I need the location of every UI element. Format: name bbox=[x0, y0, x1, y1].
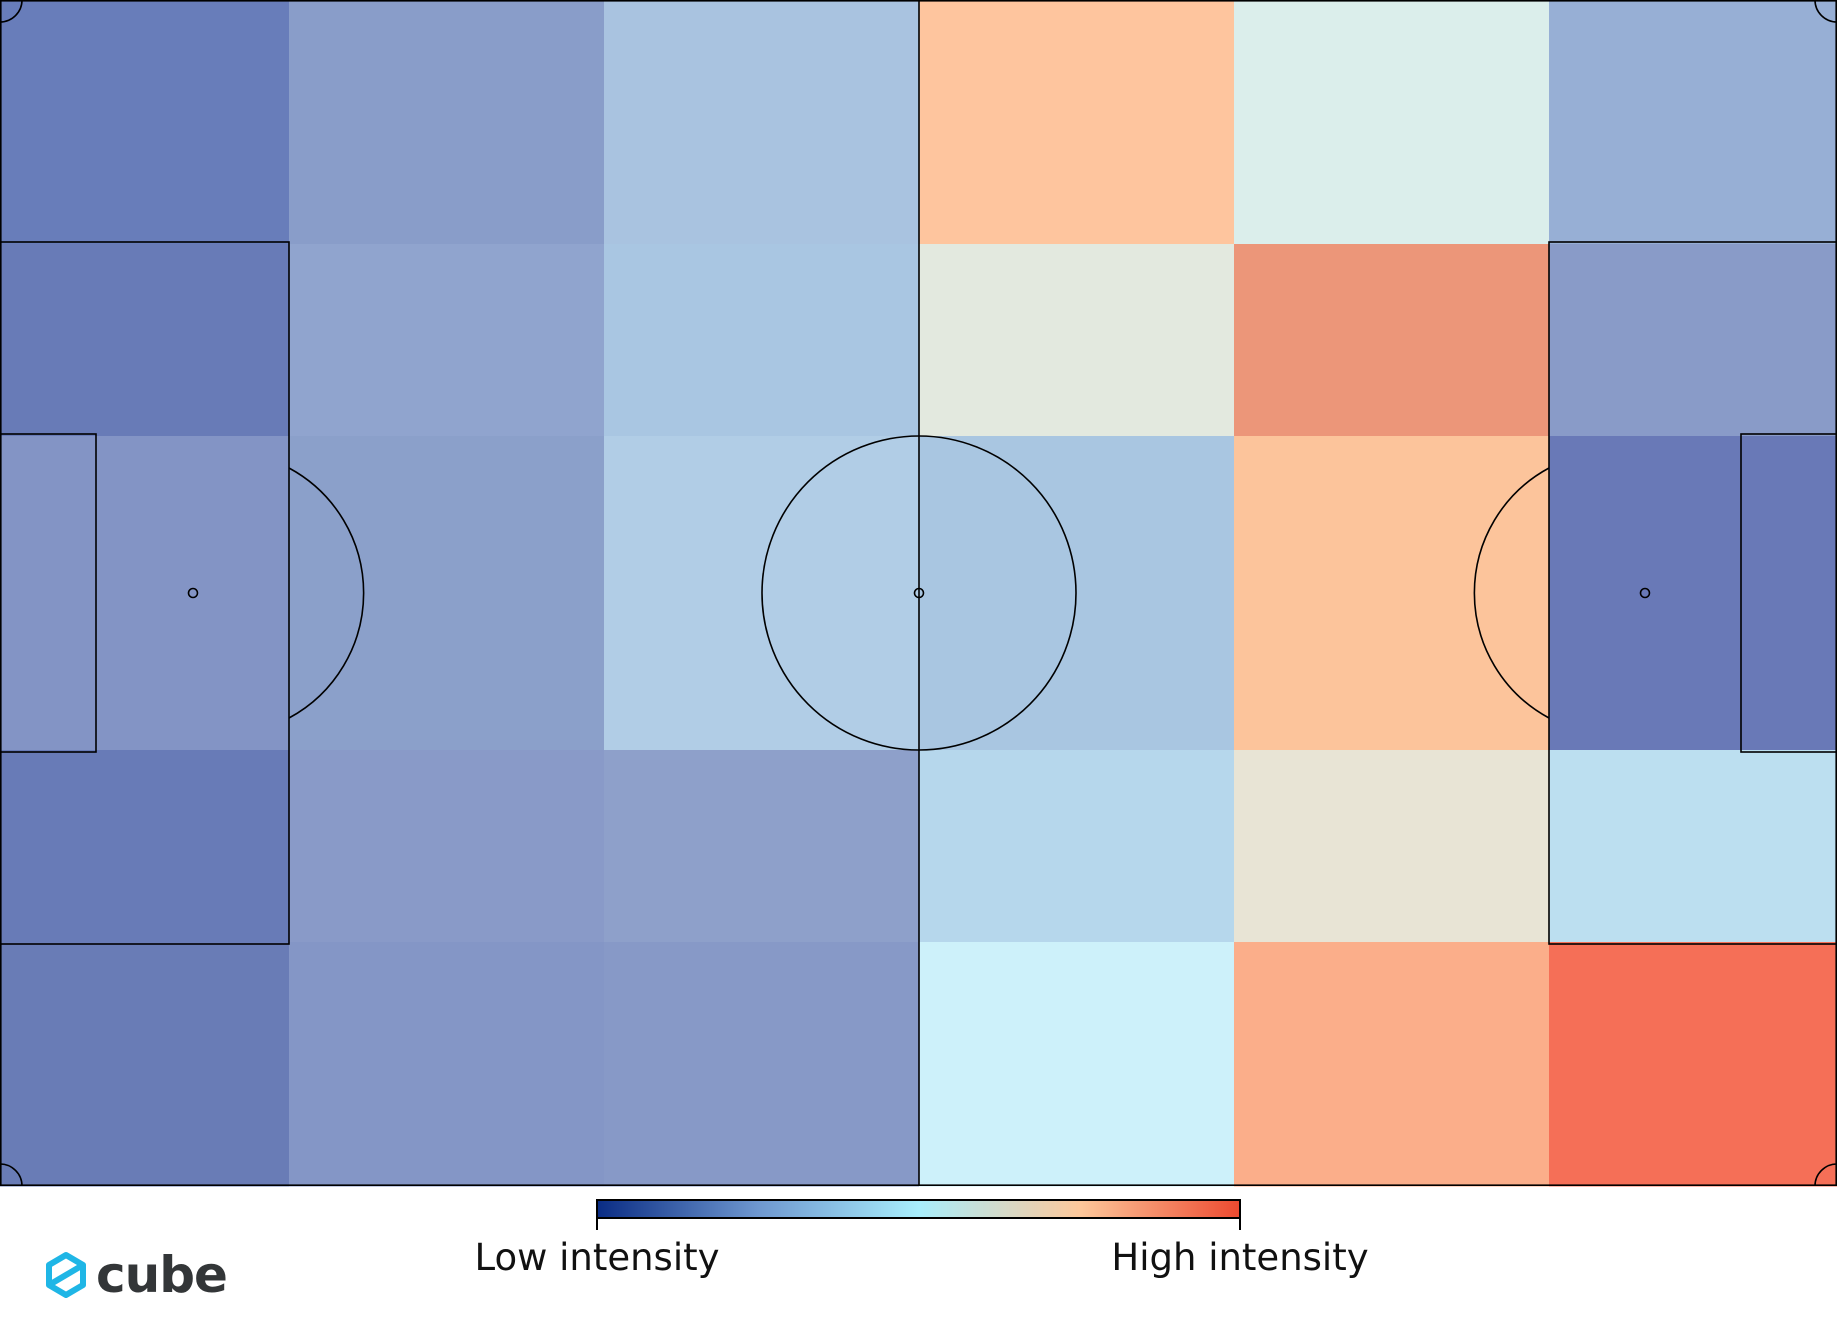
colorbar-high-label: High intensity bbox=[1111, 1236, 1369, 1279]
heatmap-cell-r0-c4 bbox=[1234, 0, 1550, 245]
heatmap-cell-r2-c1 bbox=[289, 436, 605, 751]
pitch-markings bbox=[0, 0, 1837, 1187]
left-penalty-area bbox=[0, 241, 290, 945]
heatmap-cell-r1-c0 bbox=[0, 244, 290, 437]
heatmap-cell-r2-c4 bbox=[1234, 436, 1550, 751]
heatmap-cell-r4-c3 bbox=[919, 942, 1235, 1187]
heatmap-cell-r2-c0 bbox=[0, 436, 290, 751]
cube-logo-icon bbox=[46, 1252, 86, 1298]
heatmap-cell-r1-c5 bbox=[1549, 244, 1837, 437]
right-penalty-area bbox=[1548, 241, 1837, 945]
colorbar-gradient bbox=[596, 1199, 1241, 1219]
heatmap-cell-r0-c0 bbox=[0, 0, 290, 245]
right-penalty-arc bbox=[1473, 467, 1550, 719]
heatmap-cells bbox=[0, 0, 1837, 1187]
heatmap-cell-r4-c5 bbox=[1549, 942, 1837, 1187]
corner-arc-top-left bbox=[0, 0, 23, 23]
logo-text: cube bbox=[96, 1246, 228, 1304]
left-penalty-arc bbox=[288, 467, 365, 719]
heatmap-cell-r1-c2 bbox=[604, 244, 920, 437]
heatmap-cell-r3-c2 bbox=[604, 750, 920, 943]
heatmap-cell-r0-c5 bbox=[1549, 0, 1837, 245]
center-spot bbox=[913, 587, 925, 599]
heatmap-cell-r4-c2 bbox=[604, 942, 920, 1187]
heatmap-cell-r4-c4 bbox=[1234, 942, 1550, 1187]
heatmap-cell-r3-c4 bbox=[1234, 750, 1550, 943]
right-goal-area bbox=[1740, 433, 1837, 753]
heatmap-cell-r4-c0 bbox=[0, 942, 290, 1187]
center-circle bbox=[761, 435, 1077, 751]
heatmap-cell-r1-c1 bbox=[289, 244, 605, 437]
cube-logo: cube bbox=[44, 1246, 228, 1304]
left-goal-area bbox=[0, 433, 97, 753]
heatmap-cell-r0-c1 bbox=[289, 0, 605, 245]
heatmap-cell-r3-c1 bbox=[289, 750, 605, 943]
heatmap-cell-r1-c3 bbox=[919, 244, 1235, 437]
heatmap-cell-r2-c5 bbox=[1549, 436, 1837, 751]
right-penalty-spot bbox=[1639, 587, 1651, 599]
colorbar bbox=[596, 1199, 1241, 1230]
left-penalty-spot bbox=[187, 587, 199, 599]
colorbar-low-label: Low intensity bbox=[474, 1236, 720, 1279]
heatmap-cell-r0-c3 bbox=[919, 0, 1235, 245]
corner-arc-top-right bbox=[1814, 0, 1837, 23]
heatmap-cell-r4-c1 bbox=[289, 942, 605, 1187]
heatmap-cell-r3-c3 bbox=[919, 750, 1235, 943]
corner-arc-bottom-right bbox=[1814, 1163, 1837, 1187]
corner-arc-bottom-left bbox=[0, 1163, 23, 1187]
heatmap-cell-r3-c0 bbox=[0, 750, 290, 943]
heatmap-cell-r0-c2 bbox=[604, 0, 920, 245]
heatmap-cell-r1-c4 bbox=[1234, 244, 1550, 437]
heatmap-cell-r3-c5 bbox=[1549, 750, 1837, 943]
